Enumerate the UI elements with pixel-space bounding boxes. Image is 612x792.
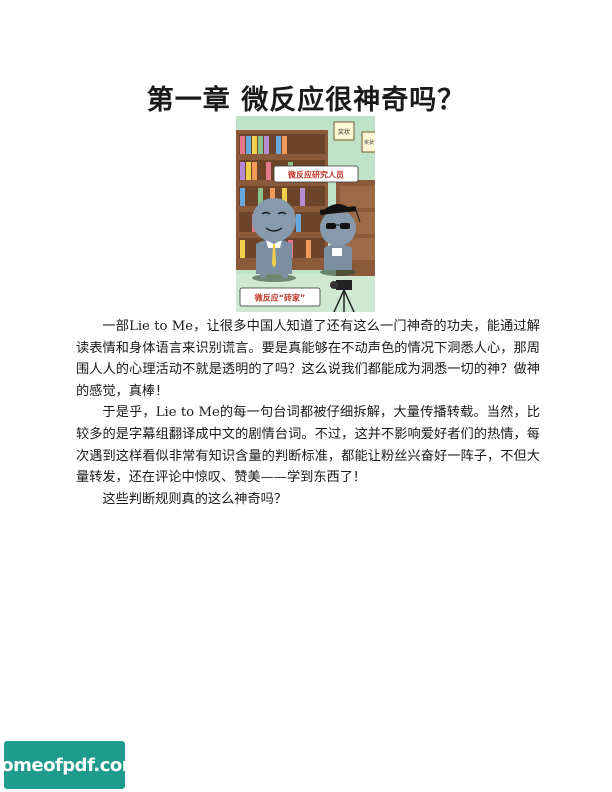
watermark-logo: homeofpdf.com	[0, 741, 141, 789]
paragraph-2: 于是乎，Lie to Me的每一句台词都被仔细拆解，大量传播转载。当然，比较多的…	[76, 405, 540, 486]
expert-bubble: 微反应“砖家”	[254, 293, 306, 303]
body-text: 一部Lie to Me，让很多中国人知道了还有这么一门神奇的功夫，能通过解读表情…	[76, 316, 540, 510]
camera-icon	[330, 280, 355, 312]
cartoon-illustration: 奖状 奖状 微反应研究人员	[236, 116, 375, 312]
paragraph-3: 这些判断规则真的这么神奇吗？	[102, 491, 288, 507]
certificate-label-right: 奖状	[364, 139, 374, 146]
paragraph-1: 一部Lie to Me，让很多中国人知道了还有这么一门神奇的功夫，能通过解读表情…	[76, 319, 540, 399]
page-title: 第一章 微反应很神奇吗？	[146, 85, 466, 116]
certificate-label: 奖状	[338, 128, 350, 136]
character-researcher	[319, 204, 361, 276]
researcher-bubble: 微反应研究人员	[287, 170, 344, 180]
bookshelf	[236, 130, 328, 270]
character-expert	[252, 198, 296, 282]
